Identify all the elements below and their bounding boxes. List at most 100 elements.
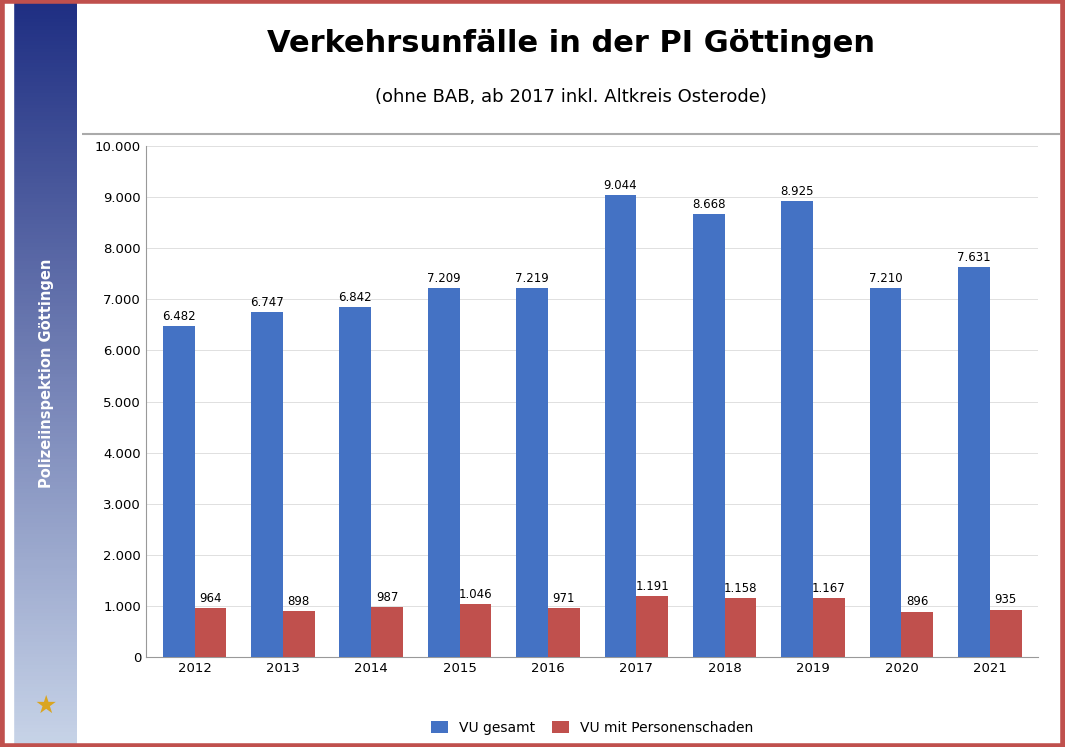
Text: 8.925: 8.925	[781, 185, 814, 198]
Bar	[13, 161, 77, 164]
Bar	[13, 15, 77, 19]
Bar	[13, 351, 77, 355]
Bar	[13, 478, 77, 482]
Bar	[13, 549, 77, 553]
Bar	[13, 60, 77, 63]
Bar	[13, 504, 77, 508]
Bar	[13, 713, 77, 717]
Bar	[957, 267, 989, 657]
Bar	[13, 717, 77, 721]
Bar	[13, 627, 77, 631]
Bar	[13, 586, 77, 590]
Bar	[13, 568, 77, 571]
Bar	[13, 560, 77, 564]
Bar	[13, 120, 77, 123]
Bar	[870, 288, 901, 657]
Text: 935: 935	[995, 593, 1017, 607]
Bar	[13, 276, 77, 280]
Bar	[13, 400, 77, 403]
Bar	[13, 243, 77, 247]
Bar	[13, 377, 77, 381]
Text: 964: 964	[199, 592, 222, 605]
Bar	[813, 598, 845, 657]
Bar	[13, 426, 77, 430]
Bar	[13, 687, 77, 691]
Bar	[163, 326, 195, 657]
Bar	[13, 698, 77, 702]
Bar	[13, 101, 77, 105]
Bar	[13, 527, 77, 530]
Bar	[13, 190, 77, 194]
Bar	[13, 736, 77, 740]
Bar	[13, 542, 77, 545]
Bar	[13, 11, 77, 15]
Bar	[13, 601, 77, 605]
Bar	[13, 721, 77, 725]
Bar	[13, 452, 77, 456]
Bar	[13, 344, 77, 347]
Bar	[13, 411, 77, 415]
Bar	[901, 612, 933, 657]
Bar	[13, 661, 77, 665]
Bar	[13, 497, 77, 500]
Text: (ohne BAB, ab 2017 inkl. Altkreis Osterode): (ohne BAB, ab 2017 inkl. Altkreis Ostero…	[375, 88, 767, 106]
Bar	[13, 306, 77, 310]
Bar	[13, 359, 77, 362]
Bar	[13, 157, 77, 161]
Bar	[13, 22, 77, 26]
Bar	[13, 329, 77, 332]
Bar	[13, 441, 77, 444]
Bar	[13, 317, 77, 321]
Text: 1.191: 1.191	[636, 580, 669, 593]
Bar	[13, 123, 77, 127]
Bar	[13, 523, 77, 527]
Bar	[13, 725, 77, 728]
Bar	[13, 41, 77, 45]
Text: ★: ★	[35, 694, 58, 718]
Bar	[340, 307, 372, 657]
Text: 6.747: 6.747	[250, 296, 284, 309]
Bar	[13, 52, 77, 56]
Bar	[13, 418, 77, 422]
Text: 7.219: 7.219	[515, 272, 548, 285]
Bar	[13, 37, 77, 41]
Bar	[13, 247, 77, 250]
Bar	[13, 213, 77, 217]
Bar	[13, 332, 77, 336]
Bar	[13, 325, 77, 329]
Bar	[13, 116, 77, 120]
Bar	[13, 605, 77, 609]
Bar	[517, 288, 548, 657]
Bar	[13, 82, 77, 86]
Bar	[372, 607, 403, 657]
Bar	[13, 63, 77, 67]
Bar	[13, 67, 77, 71]
Text: 9.044: 9.044	[604, 179, 637, 191]
Bar	[13, 239, 77, 243]
Bar	[13, 575, 77, 579]
Bar	[724, 598, 756, 657]
Bar	[13, 269, 77, 273]
Bar	[13, 265, 77, 269]
Bar	[13, 220, 77, 224]
Bar	[13, 314, 77, 317]
Bar	[13, 374, 77, 377]
Text: 1.167: 1.167	[813, 582, 846, 595]
Bar	[13, 392, 77, 396]
Bar	[13, 56, 77, 60]
Bar	[13, 168, 77, 172]
Bar	[13, 448, 77, 452]
Bar	[13, 669, 77, 672]
Bar	[13, 93, 77, 97]
Bar	[13, 4, 77, 7]
Bar	[13, 288, 77, 291]
Bar	[13, 631, 77, 635]
Bar	[195, 608, 227, 657]
Bar	[13, 112, 77, 116]
Bar	[460, 604, 491, 657]
Bar	[13, 538, 77, 542]
Bar	[13, 657, 77, 661]
Text: Verkehrsunfälle in der PI Göttingen: Verkehrsunfälle in der PI Göttingen	[267, 29, 874, 58]
Bar	[13, 385, 77, 388]
Bar	[13, 7, 77, 11]
